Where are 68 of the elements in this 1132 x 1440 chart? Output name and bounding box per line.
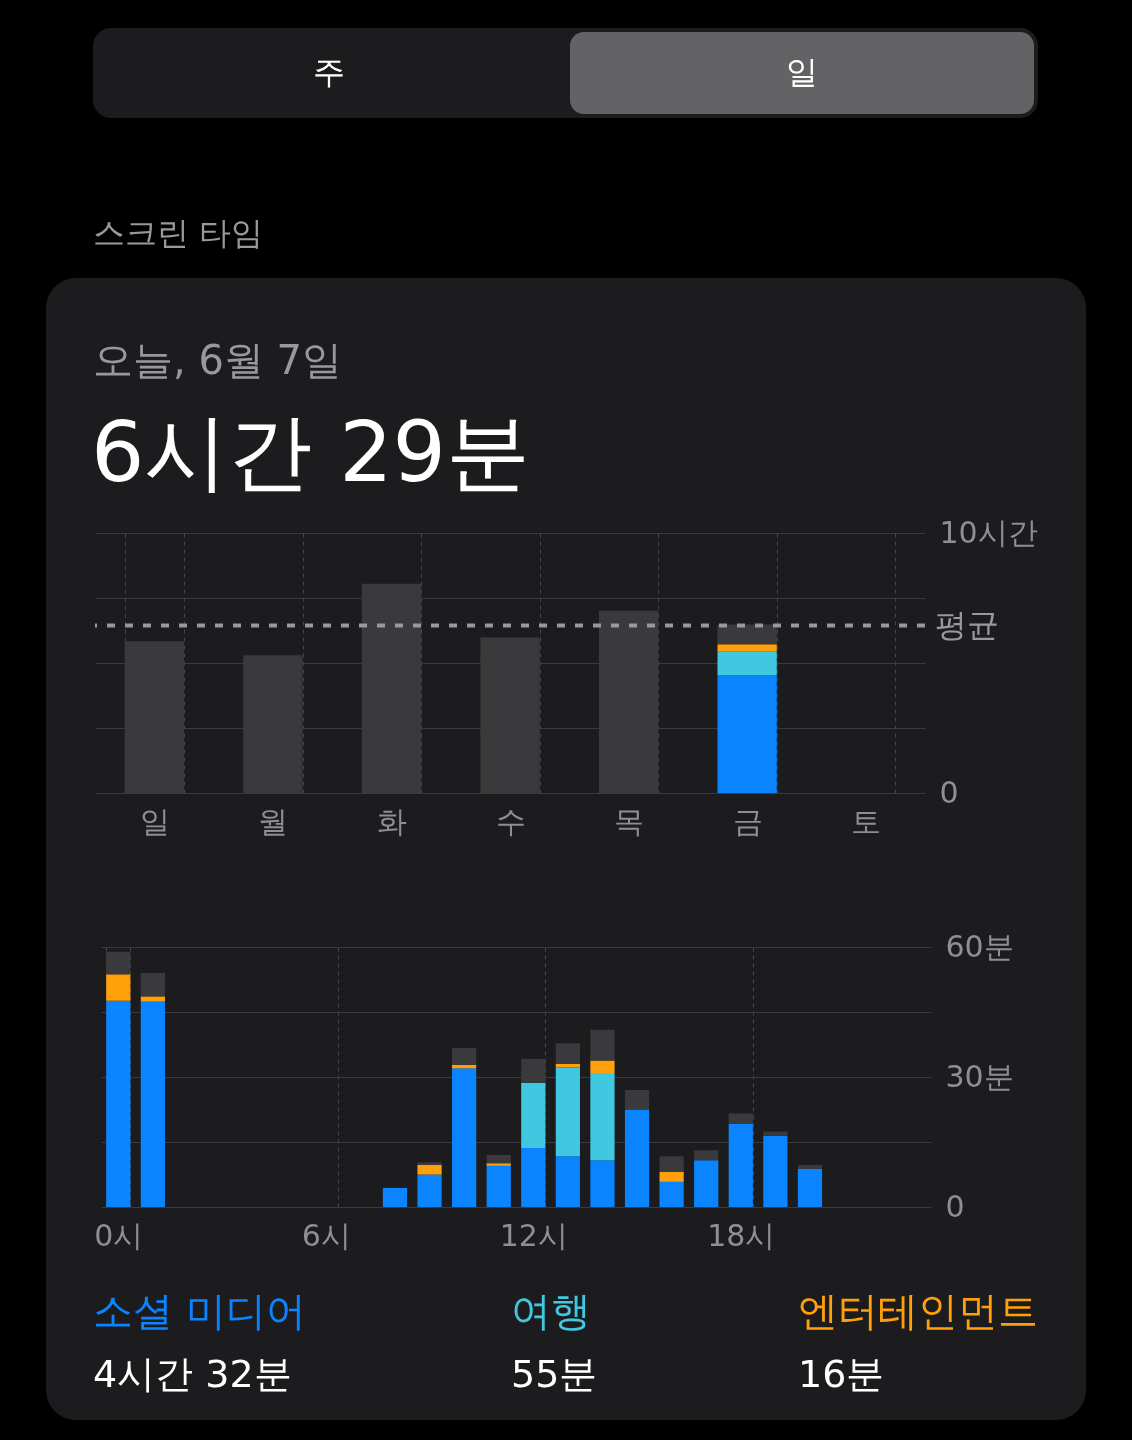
text: 여행 (511, 1287, 592, 1336)
bar (106, 974, 131, 1001)
bar (728, 1113, 753, 1124)
chart-subtitle: 오늘, 6월 7일 (93, 336, 343, 385)
bar (486, 1155, 511, 1164)
bar (694, 1150, 719, 1161)
bar (555, 1043, 580, 1064)
bar (140, 996, 165, 1002)
bar (452, 1068, 477, 1207)
bar (763, 1131, 788, 1136)
bar (452, 1047, 477, 1065)
bar (728, 1123, 753, 1207)
bar (106, 951, 131, 975)
chart-title: 6시간 29분 (91, 402, 531, 503)
bar (590, 1160, 615, 1207)
bar (417, 1162, 442, 1165)
x-tick-label: 6시 (301, 1217, 351, 1253)
bar (486, 1165, 511, 1207)
text: 주 (312, 52, 347, 93)
text: 엔터테인먼트 (798, 1287, 1038, 1336)
y-tick-label: 60분 (945, 928, 1014, 964)
bar (624, 1090, 650, 1110)
bar (717, 644, 777, 652)
text: 일 (569, 32, 1034, 114)
text: 55분 (511, 1351, 598, 1398)
bar (590, 1073, 615, 1161)
bar (521, 1082, 546, 1149)
bar (717, 651, 777, 676)
x-tick-label: 일 (139, 803, 170, 839)
bar (417, 1164, 442, 1175)
bar (521, 1148, 546, 1207)
x-tick-label: 18시 (707, 1217, 776, 1253)
x-tick-label: 화 (376, 803, 407, 839)
bar (590, 1060, 615, 1074)
y-tick-label: 10시간 (939, 514, 1038, 550)
bar (555, 1067, 580, 1157)
bar (659, 1181, 684, 1207)
bar (797, 1168, 823, 1207)
text: 소셜 미디어 (93, 1287, 306, 1336)
bar (797, 1164, 823, 1169)
y-tick-label: 0 (945, 1188, 965, 1224)
y-tick-label: 30분 (945, 1058, 1014, 1094)
ref-line-label: 평균 (935, 605, 999, 644)
bar (659, 1171, 684, 1182)
bar (694, 1160, 719, 1207)
bar (106, 1000, 131, 1207)
x-tick-label: 월 (258, 803, 289, 839)
bar (659, 1156, 684, 1172)
x-tick-label: 수 (495, 803, 526, 839)
bar (140, 973, 165, 997)
text: 16분 (798, 1351, 886, 1398)
bar (417, 1174, 442, 1207)
x-tick-label: 0시 (94, 1217, 144, 1253)
bar (590, 1029, 615, 1061)
text: 스크린 타임 (93, 213, 264, 254)
x-tick-label: 12시 (499, 1217, 568, 1253)
bar (717, 675, 777, 793)
bar (763, 1135, 788, 1207)
text: 4시간 32분 (93, 1351, 293, 1398)
x-tick-label: 토 (851, 803, 882, 839)
bar (624, 1109, 650, 1207)
x-tick-label: 금 (732, 803, 763, 839)
bar (382, 1187, 408, 1207)
bar (140, 1001, 165, 1207)
y-tick-label: 0 (939, 774, 959, 810)
bar (555, 1156, 580, 1207)
x-tick-label: 목 (614, 803, 645, 839)
bar (486, 1163, 511, 1166)
